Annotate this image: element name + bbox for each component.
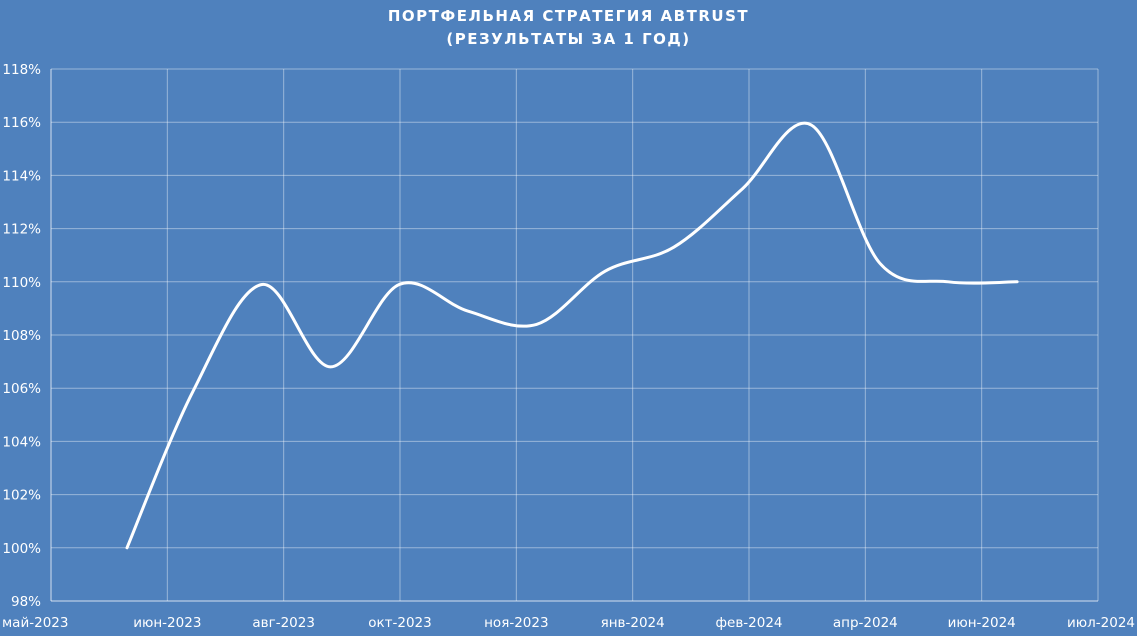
x-tick-label: авг-2023 <box>252 615 315 631</box>
x-tick-label: июл-2024 <box>1067 615 1135 631</box>
y-tick-label: 100% <box>2 541 41 557</box>
y-tick-label: 112% <box>2 222 41 238</box>
axes <box>50 69 1098 602</box>
x-tick-label: фев-2024 <box>715 615 782 631</box>
series-group <box>125 121 1019 550</box>
series-line <box>125 121 1019 550</box>
x-tick-label: май-2023 <box>2 615 68 631</box>
y-tick-label: 110% <box>2 275 41 291</box>
y-tick-label: 108% <box>2 328 41 344</box>
x-tick-label: янв-2024 <box>601 615 665 631</box>
x-tick-label: окт-2023 <box>368 615 432 631</box>
horizontal-gridlines <box>51 68 1098 549</box>
y-tick-label: 116% <box>2 115 41 131</box>
y-tick-label: 106% <box>2 381 41 397</box>
x-tick-label: апр-2024 <box>833 615 898 631</box>
x-tick-label: июн-2024 <box>948 615 1016 631</box>
y-tick-label: 118% <box>2 62 41 78</box>
x-tick-label: июн-2023 <box>133 615 201 631</box>
x-tick-label: ноя-2023 <box>484 615 548 631</box>
x-tick-labels: май-2023 июн-2023 авг-2023 окт-2023 ноя-2023… <box>2 615 1135 631</box>
y-tick-labels: 98% 100% 102% 104% 106% 108% 110% 112% 114% 116% 1… <box>2 62 41 610</box>
y-tick-label: 98% <box>11 594 41 610</box>
y-tick-label: 104% <box>2 434 41 450</box>
vertical-gridlines <box>166 69 1099 601</box>
chart-title: ПОРТФЕЛЬНАЯ СТРАТЕГИЯ ABTRUST <box>388 7 749 25</box>
y-tick-label: 114% <box>2 168 41 184</box>
y-tick-label: 102% <box>2 488 41 504</box>
chart-subtitle: (РЕЗУЛЬТАТЫ ЗА 1 ГОД) <box>446 30 690 48</box>
